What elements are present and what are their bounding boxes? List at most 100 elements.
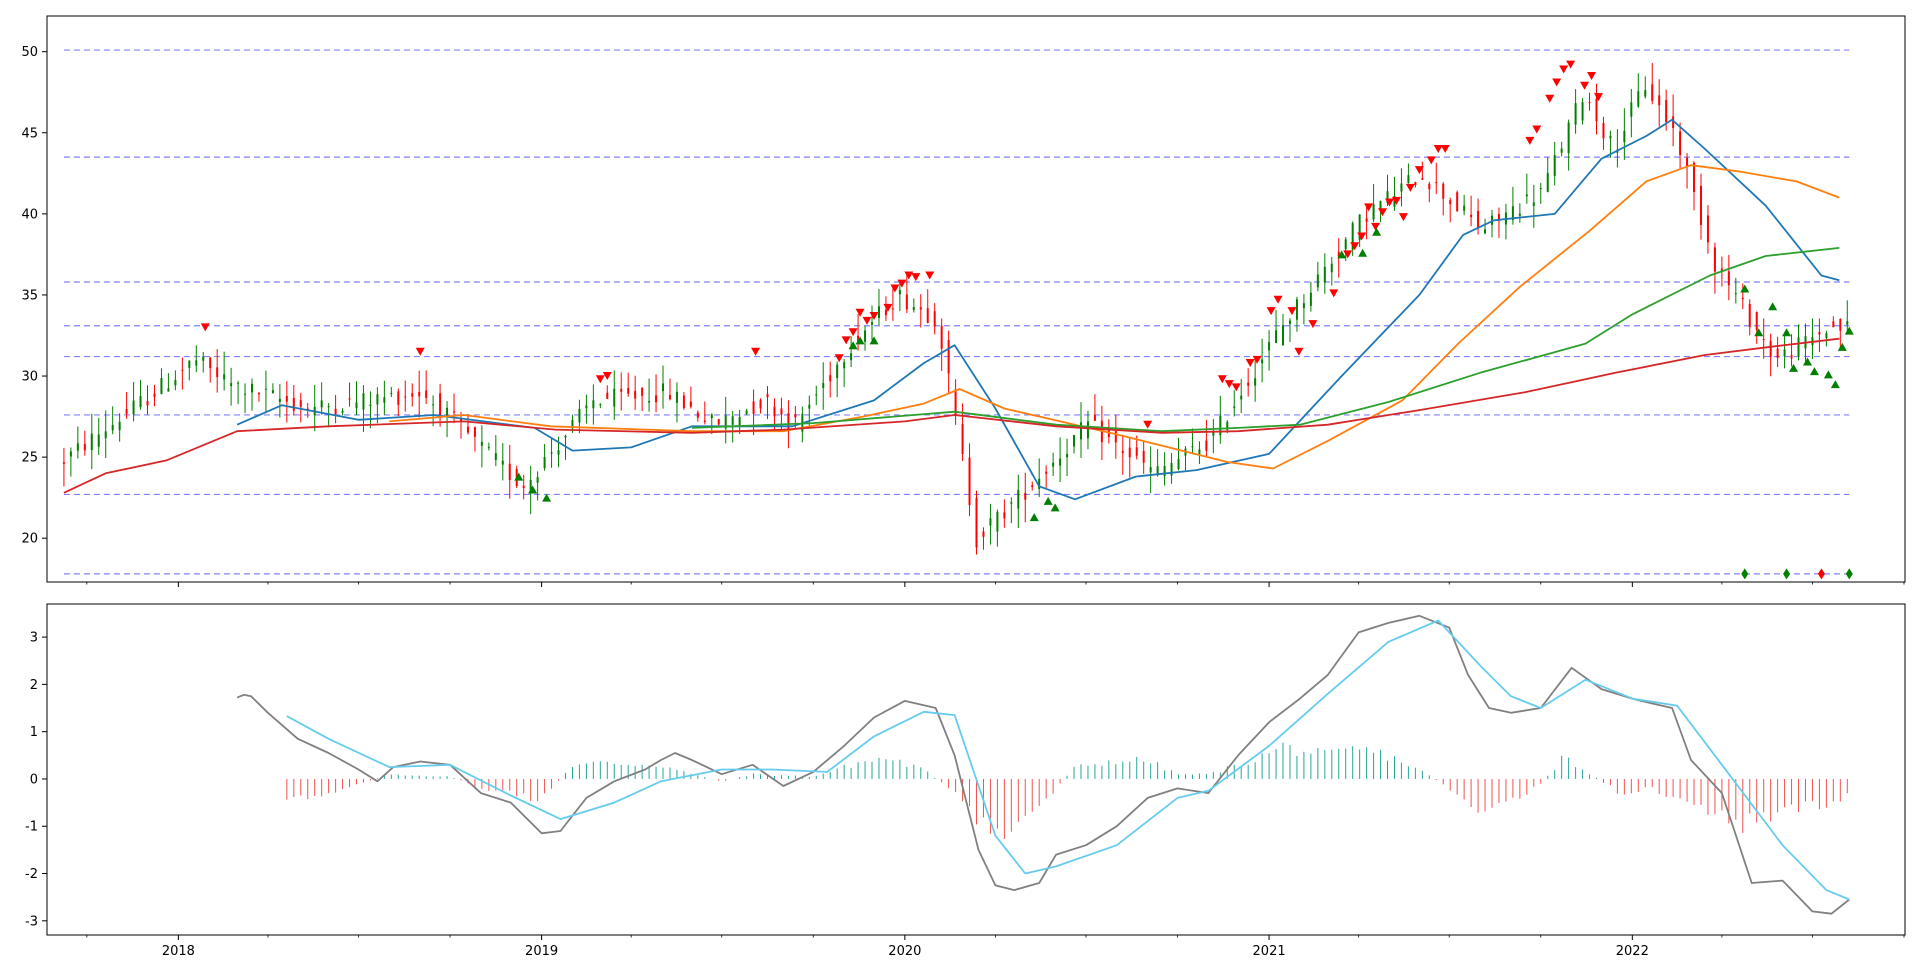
candle-body bbox=[146, 400, 149, 406]
candle-body bbox=[1581, 102, 1584, 121]
candle-body bbox=[1309, 292, 1312, 306]
buy-marker bbox=[1050, 503, 1060, 512]
candle-body bbox=[69, 451, 72, 457]
sell-marker bbox=[200, 323, 210, 332]
candle-body bbox=[585, 405, 588, 409]
candle-body bbox=[244, 393, 247, 395]
sell-marker bbox=[1329, 289, 1339, 298]
sell-marker bbox=[855, 308, 865, 317]
candle-body bbox=[1839, 318, 1842, 331]
candle-body bbox=[1825, 333, 1828, 339]
candle-body bbox=[1602, 122, 1605, 139]
candle-body bbox=[1275, 330, 1278, 344]
sell-marker bbox=[1545, 94, 1555, 103]
buy-marker bbox=[1823, 370, 1833, 379]
candle-body bbox=[1567, 122, 1570, 154]
price-y-tick-label: 50 bbox=[21, 45, 38, 60]
candle-body bbox=[884, 309, 887, 316]
buy-marker bbox=[542, 493, 552, 502]
candle-body bbox=[1713, 247, 1716, 272]
price-y-tick-label: 20 bbox=[21, 532, 38, 547]
sell-marker bbox=[415, 347, 425, 356]
candle-body bbox=[83, 443, 86, 451]
candle-body bbox=[1428, 183, 1431, 190]
oscillator-line bbox=[286, 619, 1850, 901]
buy-marker bbox=[848, 341, 858, 350]
candle-body bbox=[794, 414, 797, 418]
candle-body bbox=[696, 412, 699, 418]
sell-marker bbox=[1566, 60, 1576, 69]
candle-body bbox=[1038, 478, 1041, 489]
candle-body bbox=[1400, 183, 1403, 192]
candle-body bbox=[181, 369, 184, 371]
candle-body bbox=[1261, 359, 1264, 364]
signal-diamond-marker bbox=[1817, 568, 1825, 580]
candle-body bbox=[1706, 215, 1709, 243]
candle-body bbox=[1532, 202, 1535, 207]
candle-body bbox=[1066, 454, 1069, 458]
price-axes-frame bbox=[46, 15, 1906, 583]
candle-body bbox=[1233, 406, 1236, 409]
sell-marker bbox=[1343, 250, 1353, 259]
candle-body bbox=[1121, 450, 1124, 454]
candle-body bbox=[1769, 340, 1772, 357]
buy-marker bbox=[1809, 367, 1819, 376]
candle-body bbox=[989, 518, 992, 526]
candle-body bbox=[487, 447, 490, 449]
candle-body bbox=[209, 357, 212, 369]
price-y-tick-label: 35 bbox=[21, 288, 38, 303]
candle-body bbox=[703, 420, 706, 422]
candle-body bbox=[1637, 91, 1640, 107]
candle-body bbox=[439, 393, 442, 419]
candle-body bbox=[383, 397, 386, 403]
candle-body bbox=[459, 418, 462, 421]
candle-body bbox=[1525, 194, 1528, 197]
candle-body bbox=[529, 480, 532, 494]
candle-body bbox=[1330, 263, 1333, 273]
sell-marker bbox=[1532, 125, 1542, 134]
candle-body bbox=[264, 388, 267, 390]
candle-body bbox=[1247, 382, 1250, 386]
candle-body bbox=[299, 400, 302, 407]
candle-body bbox=[118, 421, 121, 431]
sell-marker bbox=[1593, 93, 1603, 102]
candle-body bbox=[188, 360, 191, 368]
candle-body bbox=[864, 330, 867, 342]
osc-y-tick-label: -1 bbox=[25, 820, 38, 835]
candle-body bbox=[1679, 131, 1682, 156]
candle-body bbox=[480, 441, 483, 446]
candle-body bbox=[132, 400, 135, 415]
candle-body bbox=[871, 322, 874, 325]
candle-body bbox=[905, 294, 908, 310]
moving-average-line bbox=[63, 337, 1840, 494]
candle-body bbox=[104, 431, 107, 439]
candle-body bbox=[571, 419, 574, 429]
candle-body bbox=[815, 394, 818, 396]
candle-body bbox=[1288, 320, 1291, 324]
candle-body bbox=[292, 397, 295, 411]
candle-body bbox=[125, 409, 128, 414]
sell-marker bbox=[1252, 355, 1262, 364]
sell-marker bbox=[1433, 144, 1443, 153]
candle-body bbox=[954, 389, 957, 415]
candle-body bbox=[1720, 268, 1723, 272]
candle-body bbox=[202, 356, 205, 361]
osc-y-tick-label: 3 bbox=[30, 631, 38, 646]
candle-body bbox=[564, 435, 567, 438]
candle-body bbox=[627, 387, 630, 394]
candle-body bbox=[1017, 489, 1020, 509]
sell-marker bbox=[925, 271, 935, 280]
candle-body bbox=[599, 404, 602, 406]
candle-body bbox=[1177, 458, 1180, 470]
candle-body bbox=[153, 393, 156, 398]
price-y-tick-label: 30 bbox=[21, 370, 38, 385]
buy-marker bbox=[514, 472, 524, 481]
oscillator-line bbox=[236, 614, 1850, 915]
candle-body bbox=[850, 353, 853, 361]
candle-body bbox=[940, 325, 943, 349]
osc-y-tick-label: 0 bbox=[30, 772, 38, 787]
osc-x-tick-label: 2021 bbox=[1253, 944, 1286, 959]
moving-average-line bbox=[691, 247, 1840, 433]
candle-body bbox=[62, 462, 65, 464]
candle-body bbox=[397, 391, 400, 405]
